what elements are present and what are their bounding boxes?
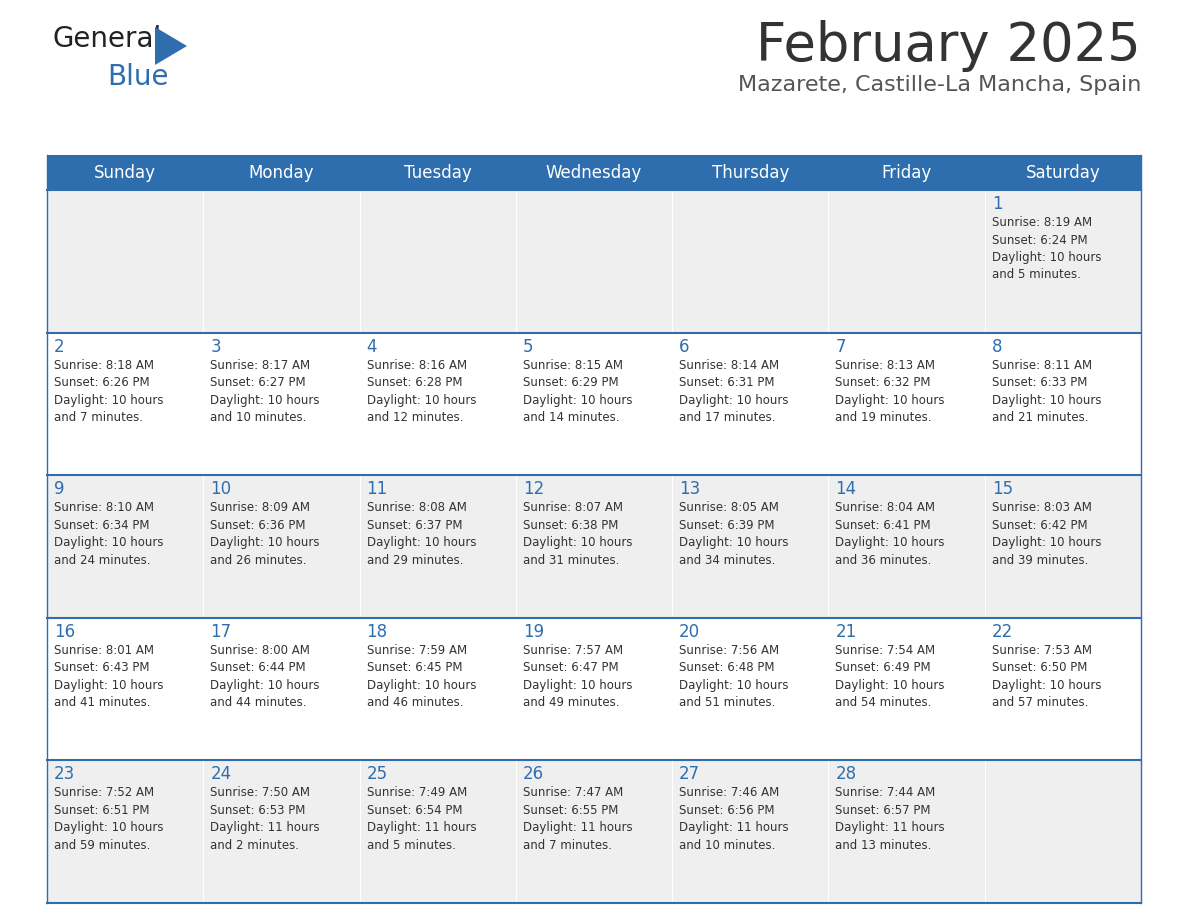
Text: Sunrise: 8:03 AM
Sunset: 6:42 PM
Daylight: 10 hours
and 39 minutes.: Sunrise: 8:03 AM Sunset: 6:42 PM Dayligh… <box>992 501 1101 566</box>
Text: 11: 11 <box>367 480 387 498</box>
Text: Sunrise: 8:10 AM
Sunset: 6:34 PM
Daylight: 10 hours
and 24 minutes.: Sunrise: 8:10 AM Sunset: 6:34 PM Dayligh… <box>53 501 164 566</box>
Text: 2: 2 <box>53 338 64 355</box>
Text: 28: 28 <box>835 766 857 783</box>
Text: Sunrise: 8:09 AM
Sunset: 6:36 PM
Daylight: 10 hours
and 26 minutes.: Sunrise: 8:09 AM Sunset: 6:36 PM Dayligh… <box>210 501 320 566</box>
Text: 26: 26 <box>523 766 544 783</box>
Text: 25: 25 <box>367 766 387 783</box>
Text: Sunrise: 7:50 AM
Sunset: 6:53 PM
Daylight: 11 hours
and 2 minutes.: Sunrise: 7:50 AM Sunset: 6:53 PM Dayligh… <box>210 787 320 852</box>
Text: 21: 21 <box>835 622 857 641</box>
Bar <box>48 332 1140 476</box>
Text: 9: 9 <box>53 480 64 498</box>
Bar <box>48 760 1140 903</box>
Text: Sunrise: 8:08 AM
Sunset: 6:37 PM
Daylight: 10 hours
and 29 minutes.: Sunrise: 8:08 AM Sunset: 6:37 PM Dayligh… <box>367 501 476 566</box>
Bar <box>828 155 985 190</box>
Text: Blue: Blue <box>107 63 169 91</box>
Text: 16: 16 <box>53 622 75 641</box>
Text: Sunrise: 7:56 AM
Sunset: 6:48 PM
Daylight: 10 hours
and 51 minutes.: Sunrise: 7:56 AM Sunset: 6:48 PM Dayligh… <box>680 644 789 710</box>
Text: 18: 18 <box>367 622 387 641</box>
Text: Friday: Friday <box>881 163 931 182</box>
Text: 19: 19 <box>523 622 544 641</box>
Text: Sunday: Sunday <box>94 163 156 182</box>
Polygon shape <box>154 27 187 65</box>
Text: 20: 20 <box>680 622 700 641</box>
Text: Sunrise: 7:44 AM
Sunset: 6:57 PM
Daylight: 11 hours
and 13 minutes.: Sunrise: 7:44 AM Sunset: 6:57 PM Dayligh… <box>835 787 944 852</box>
Text: 23: 23 <box>53 766 75 783</box>
Text: 6: 6 <box>680 338 690 355</box>
Text: Sunrise: 7:54 AM
Sunset: 6:49 PM
Daylight: 10 hours
and 54 minutes.: Sunrise: 7:54 AM Sunset: 6:49 PM Dayligh… <box>835 644 944 710</box>
Text: Sunrise: 7:52 AM
Sunset: 6:51 PM
Daylight: 10 hours
and 59 minutes.: Sunrise: 7:52 AM Sunset: 6:51 PM Dayligh… <box>53 787 164 852</box>
Text: 5: 5 <box>523 338 533 355</box>
Text: Saturday: Saturday <box>1025 163 1100 182</box>
Text: Mazarete, Castille-La Mancha, Spain: Mazarete, Castille-La Mancha, Spain <box>738 75 1140 95</box>
Text: Sunrise: 8:00 AM
Sunset: 6:44 PM
Daylight: 10 hours
and 44 minutes.: Sunrise: 8:00 AM Sunset: 6:44 PM Dayligh… <box>210 644 320 710</box>
Text: Wednesday: Wednesday <box>545 163 643 182</box>
Text: 1: 1 <box>992 195 1003 213</box>
Bar <box>48 190 1140 332</box>
Text: Monday: Monday <box>248 163 314 182</box>
Text: Sunrise: 7:59 AM
Sunset: 6:45 PM
Daylight: 10 hours
and 46 minutes.: Sunrise: 7:59 AM Sunset: 6:45 PM Dayligh… <box>367 644 476 710</box>
Text: Sunrise: 7:47 AM
Sunset: 6:55 PM
Daylight: 11 hours
and 7 minutes.: Sunrise: 7:47 AM Sunset: 6:55 PM Dayligh… <box>523 787 632 852</box>
Text: 8: 8 <box>992 338 1003 355</box>
Text: 22: 22 <box>992 622 1013 641</box>
Text: Sunrise: 8:04 AM
Sunset: 6:41 PM
Daylight: 10 hours
and 36 minutes.: Sunrise: 8:04 AM Sunset: 6:41 PM Dayligh… <box>835 501 944 566</box>
Text: Sunrise: 8:13 AM
Sunset: 6:32 PM
Daylight: 10 hours
and 19 minutes.: Sunrise: 8:13 AM Sunset: 6:32 PM Dayligh… <box>835 359 944 424</box>
Bar <box>360 155 516 190</box>
Text: February 2025: February 2025 <box>757 20 1140 72</box>
Bar <box>48 476 1140 618</box>
Text: Thursday: Thursday <box>712 163 789 182</box>
Text: 4: 4 <box>367 338 377 355</box>
Bar <box>985 155 1140 190</box>
Text: Sunrise: 7:49 AM
Sunset: 6:54 PM
Daylight: 11 hours
and 5 minutes.: Sunrise: 7:49 AM Sunset: 6:54 PM Dayligh… <box>367 787 476 852</box>
Text: Sunrise: 8:16 AM
Sunset: 6:28 PM
Daylight: 10 hours
and 12 minutes.: Sunrise: 8:16 AM Sunset: 6:28 PM Dayligh… <box>367 359 476 424</box>
Text: 3: 3 <box>210 338 221 355</box>
Text: General: General <box>52 25 162 53</box>
Text: Sunrise: 8:05 AM
Sunset: 6:39 PM
Daylight: 10 hours
and 34 minutes.: Sunrise: 8:05 AM Sunset: 6:39 PM Dayligh… <box>680 501 789 566</box>
Text: Sunrise: 8:18 AM
Sunset: 6:26 PM
Daylight: 10 hours
and 7 minutes.: Sunrise: 8:18 AM Sunset: 6:26 PM Dayligh… <box>53 359 164 424</box>
Text: Sunrise: 8:15 AM
Sunset: 6:29 PM
Daylight: 10 hours
and 14 minutes.: Sunrise: 8:15 AM Sunset: 6:29 PM Dayligh… <box>523 359 632 424</box>
Text: 27: 27 <box>680 766 700 783</box>
Bar <box>203 155 360 190</box>
Text: Sunrise: 8:17 AM
Sunset: 6:27 PM
Daylight: 10 hours
and 10 minutes.: Sunrise: 8:17 AM Sunset: 6:27 PM Dayligh… <box>210 359 320 424</box>
Text: 10: 10 <box>210 480 232 498</box>
Text: Sunrise: 8:11 AM
Sunset: 6:33 PM
Daylight: 10 hours
and 21 minutes.: Sunrise: 8:11 AM Sunset: 6:33 PM Dayligh… <box>992 359 1101 424</box>
Text: Tuesday: Tuesday <box>404 163 472 182</box>
Bar <box>672 155 828 190</box>
Bar <box>48 618 1140 760</box>
Text: Sunrise: 8:07 AM
Sunset: 6:38 PM
Daylight: 10 hours
and 31 minutes.: Sunrise: 8:07 AM Sunset: 6:38 PM Dayligh… <box>523 501 632 566</box>
Text: 15: 15 <box>992 480 1013 498</box>
Text: 13: 13 <box>680 480 701 498</box>
Text: Sunrise: 7:46 AM
Sunset: 6:56 PM
Daylight: 11 hours
and 10 minutes.: Sunrise: 7:46 AM Sunset: 6:56 PM Dayligh… <box>680 787 789 852</box>
Text: Sunrise: 8:19 AM
Sunset: 6:24 PM
Daylight: 10 hours
and 5 minutes.: Sunrise: 8:19 AM Sunset: 6:24 PM Dayligh… <box>992 216 1101 282</box>
Text: 17: 17 <box>210 622 232 641</box>
Bar <box>48 155 203 190</box>
Text: Sunrise: 7:57 AM
Sunset: 6:47 PM
Daylight: 10 hours
and 49 minutes.: Sunrise: 7:57 AM Sunset: 6:47 PM Dayligh… <box>523 644 632 710</box>
Bar <box>516 155 672 190</box>
Text: Sunrise: 7:53 AM
Sunset: 6:50 PM
Daylight: 10 hours
and 57 minutes.: Sunrise: 7:53 AM Sunset: 6:50 PM Dayligh… <box>992 644 1101 710</box>
Text: Sunrise: 8:14 AM
Sunset: 6:31 PM
Daylight: 10 hours
and 17 minutes.: Sunrise: 8:14 AM Sunset: 6:31 PM Dayligh… <box>680 359 789 424</box>
Text: 14: 14 <box>835 480 857 498</box>
Text: 7: 7 <box>835 338 846 355</box>
Text: 24: 24 <box>210 766 232 783</box>
Text: Sunrise: 8:01 AM
Sunset: 6:43 PM
Daylight: 10 hours
and 41 minutes.: Sunrise: 8:01 AM Sunset: 6:43 PM Dayligh… <box>53 644 164 710</box>
Text: 12: 12 <box>523 480 544 498</box>
